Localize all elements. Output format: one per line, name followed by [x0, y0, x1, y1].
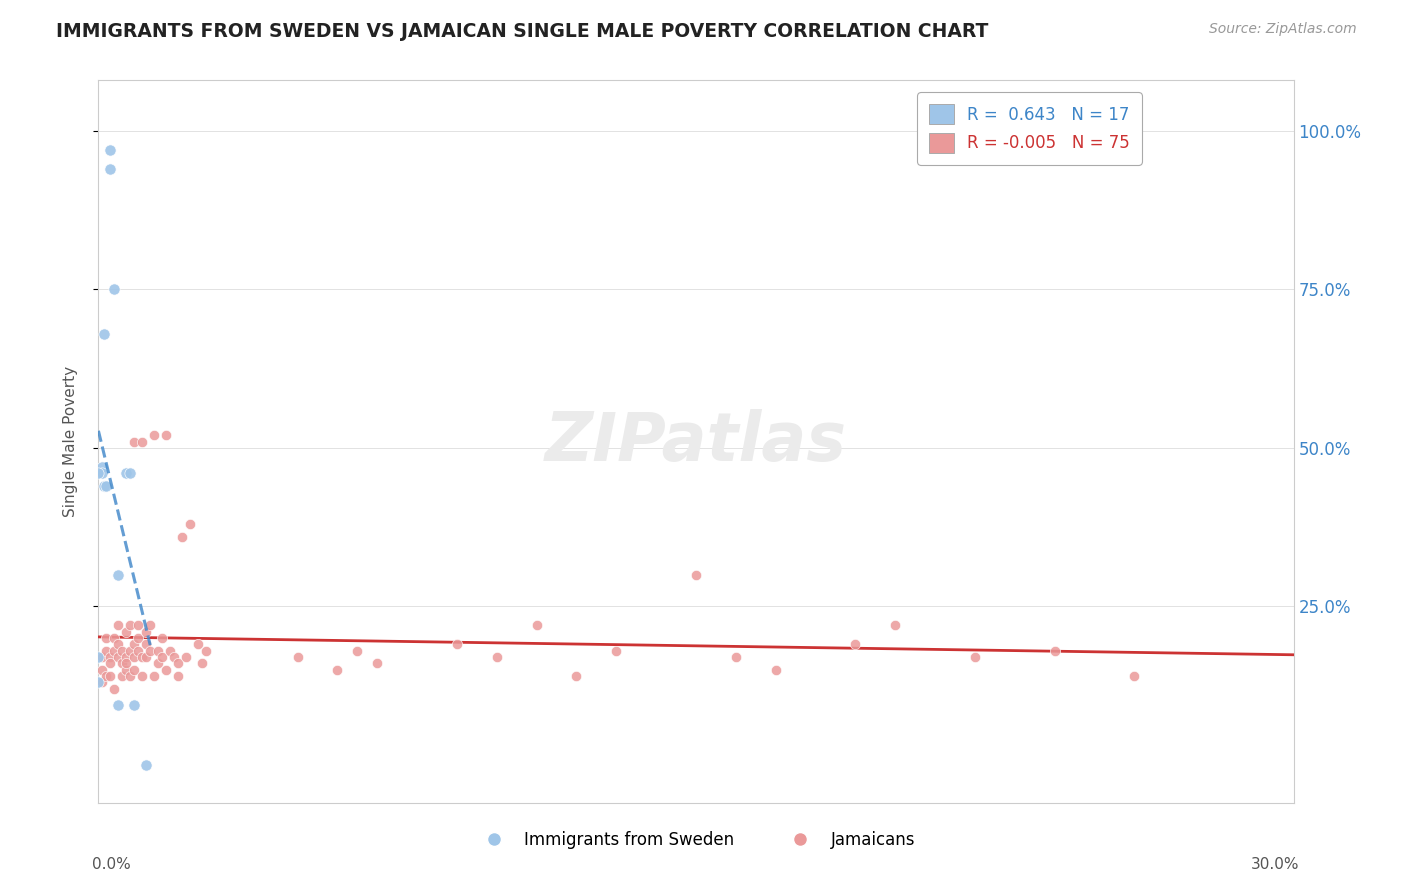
Point: [91, 675, 114, 690]
Point: [120, 467, 142, 481]
Point: [724, 650, 747, 665]
Point: [526, 618, 548, 632]
Point: [326, 663, 349, 677]
Point: [191, 657, 214, 671]
Point: [115, 467, 138, 481]
Point: [131, 669, 153, 683]
Y-axis label: Single Male Poverty: Single Male Poverty: [63, 366, 77, 517]
Point: [135, 650, 157, 665]
Point: [93, 326, 115, 341]
Text: ZIPatlas: ZIPatlas: [546, 409, 846, 475]
Point: [87, 675, 110, 690]
Point: [765, 663, 787, 677]
Point: [163, 650, 186, 665]
Point: [1123, 669, 1146, 683]
Point: [107, 618, 129, 632]
Point: [111, 643, 134, 657]
Point: [107, 567, 129, 582]
Point: [115, 657, 138, 671]
Point: [120, 643, 142, 657]
Text: IMMIGRANTS FROM SWEDEN VS JAMAICAN SINGLE MALE POVERTY CORRELATION CHART: IMMIGRANTS FROM SWEDEN VS JAMAICAN SINGL…: [56, 22, 988, 41]
Point: [103, 282, 125, 296]
Point: [115, 624, 138, 639]
Point: [346, 643, 368, 657]
Point: [187, 637, 209, 651]
Point: [155, 428, 177, 442]
Point: [135, 757, 157, 772]
Point: [195, 643, 218, 657]
Point: [96, 669, 118, 683]
Point: [98, 650, 122, 665]
Point: [605, 643, 627, 657]
Point: [159, 643, 181, 657]
Point: [103, 631, 125, 645]
Point: [135, 637, 157, 651]
Point: [96, 631, 118, 645]
Point: [87, 467, 110, 481]
Point: [107, 650, 129, 665]
Point: [91, 650, 114, 665]
Point: [155, 663, 177, 677]
Point: [98, 669, 122, 683]
Legend: Immigrants from Sweden, Jamaicans: Immigrants from Sweden, Jamaicans: [471, 824, 921, 856]
Point: [115, 663, 138, 677]
Point: [565, 669, 588, 683]
Point: [148, 643, 170, 657]
Point: [124, 650, 146, 665]
Point: [135, 624, 157, 639]
Point: [150, 650, 173, 665]
Point: [1043, 643, 1066, 657]
Point: [127, 618, 149, 632]
Point: [124, 698, 146, 712]
Point: [174, 650, 197, 665]
Point: [485, 650, 508, 665]
Point: [120, 618, 142, 632]
Point: [446, 637, 468, 651]
Point: [366, 657, 388, 671]
Point: [98, 657, 122, 671]
Point: [139, 618, 162, 632]
Point: [844, 637, 866, 651]
Point: [139, 643, 162, 657]
Point: [124, 637, 146, 651]
Point: [143, 428, 166, 442]
Point: [96, 479, 118, 493]
Point: [127, 631, 149, 645]
Point: [167, 669, 190, 683]
Point: [107, 698, 129, 712]
Text: 0.0%: 0.0%: [93, 857, 131, 872]
Point: [87, 650, 110, 665]
Text: Source: ZipAtlas.com: Source: ZipAtlas.com: [1209, 22, 1357, 37]
Point: [103, 643, 125, 657]
Point: [172, 530, 194, 544]
Point: [143, 669, 166, 683]
Point: [120, 669, 142, 683]
Point: [98, 161, 122, 176]
Point: [96, 643, 118, 657]
Point: [111, 669, 134, 683]
Point: [167, 657, 190, 671]
Point: [103, 681, 125, 696]
Point: [179, 516, 201, 531]
Point: [150, 631, 173, 645]
Point: [98, 143, 122, 157]
Point: [131, 650, 153, 665]
Point: [111, 657, 134, 671]
Point: [93, 479, 115, 493]
Point: [131, 434, 153, 449]
Point: [685, 567, 707, 582]
Point: [127, 643, 149, 657]
Point: [91, 663, 114, 677]
Point: [115, 650, 138, 665]
Point: [884, 618, 907, 632]
Point: [91, 459, 114, 474]
Point: [124, 663, 146, 677]
Point: [107, 637, 129, 651]
Point: [91, 467, 114, 481]
Point: [148, 657, 170, 671]
Point: [287, 650, 309, 665]
Text: 30.0%: 30.0%: [1251, 857, 1299, 872]
Point: [963, 650, 986, 665]
Point: [124, 434, 146, 449]
